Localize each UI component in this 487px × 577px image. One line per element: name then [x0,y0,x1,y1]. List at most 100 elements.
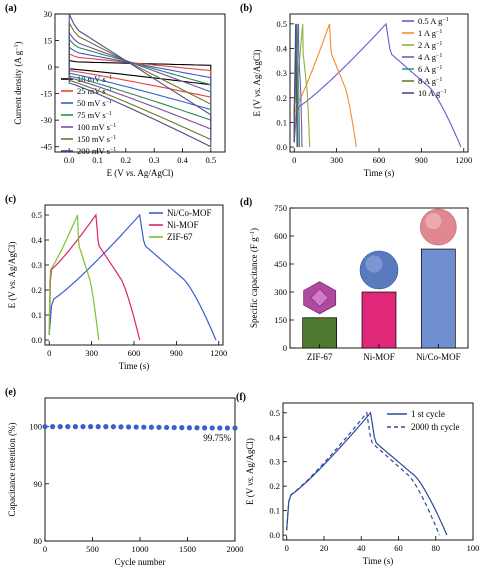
panel-label: (f) [236,392,246,403]
y-tick-label: 15 [44,36,53,46]
y-tick-label: 0.3 [269,457,280,467]
legend-label: 6 A g−1 [418,64,442,74]
y-tick-label: 600 [274,231,287,241]
gcd-curve [48,213,141,341]
y-tick-label: 0.3 [31,260,42,270]
retention-point [110,424,116,430]
x-tick-label: 40 [357,543,366,553]
y-tick-label: 0.2 [276,93,287,103]
y-tick-label: 0 [48,62,52,72]
x-tick-label: 300 [330,155,343,165]
y-tick-label: 0 [283,343,287,353]
x-tick-label: 0 [292,155,296,165]
retention-point [164,424,170,431]
cycle-curve [286,411,448,536]
y-tick-label: 0.0 [269,530,280,540]
panel-b: (b) 0.0 0.1 0.2 0.3 0.4 0.5 0 300 600 900 1200 E (V … [240,3,472,178]
x-tick-label: 900 [415,155,428,165]
legend-label: 75 mV s−1 [77,110,112,120]
y-tick-label: 100 [29,422,42,432]
x-tick-label: 2000 [227,544,244,554]
x-tick-label: 0.5 [206,155,217,165]
x-axis-label: E (V vs. Ag/AgCl) [107,168,174,178]
x-tick-label: 1000 [132,544,149,554]
retention-point [209,425,215,431]
x-tick-label: 80 [431,543,440,553]
x-tick-label: 0.1 [92,155,103,165]
panel-label: (c) [5,194,16,205]
plot-frame [282,402,474,541]
y-axis-label: Current density (A g−1) [13,41,23,124]
retention-point [202,425,208,431]
x-tick-label: 0.4 [177,155,188,165]
x-tick-label: 60 [394,543,403,553]
y-tick-label: 0.0 [31,335,42,345]
y-tick-label: 0.1 [31,310,42,320]
x-tick-label: 300 [85,348,98,358]
y-tick-label: 30 [44,9,53,19]
y-tick-label: 90 [34,479,43,489]
x-tick-label: 100 [467,543,480,553]
y-tick-label: -30 [41,115,52,125]
gcd-curve [48,213,217,341]
x-tick-label: Ni-MOF [363,352,395,362]
plot-frame [44,397,236,542]
x-axis-label: Cycle number [115,557,166,567]
retention-point [72,424,78,430]
retention-point [217,425,223,431]
x-tick-label: 0.2 [121,155,132,165]
panel-label: (a) [5,3,17,14]
retention-point [95,424,101,430]
y-tick-label: 0.2 [269,481,280,491]
y-axis-label: E (V vs. Ag/AgCl) [245,438,255,505]
y-tick-label: -45 [41,142,52,152]
retention-point [171,424,177,431]
particle-highlight [365,255,383,273]
x-tick-label: Ni/Co-MOF [416,352,461,362]
y-axis-label: Specific capacitance (F g−1) [249,228,259,328]
retention-point [224,425,230,431]
panel-label: (b) [240,3,252,14]
x-tick-label: 0 [285,543,289,553]
legend-label: 200 mV s−1 [77,146,116,156]
y-tick-label: 0.4 [31,235,42,245]
y-axis-label: Capacitance retention (%) [7,423,17,517]
panel-a: (a) -45 -30 -15 0 15 30 0.0 0.1 0.2 0.3 0.4 0.5 Curre… [5,3,226,178]
legend-label: Ni-MOF [167,220,199,230]
legend-label: Ni/Co-MOF [167,208,212,218]
y-tick-label: 300 [274,287,287,297]
x-tick-label: 0.3 [149,155,160,165]
y-tick-label: 0.4 [269,432,280,442]
x-tick-label: 0 [47,348,51,358]
x-tick-label: 0.0 [64,155,75,165]
retention-point [186,425,192,431]
retention-point [65,424,71,430]
y-tick-label: 0.5 [269,408,280,418]
retention-point [57,424,63,430]
y-tick-label: 80 [34,536,43,546]
gcd-curve [293,23,357,148]
legend-label: ZIF-67 [167,232,193,242]
legend-label: 50 mV s−1 [77,98,112,108]
bar [361,291,397,349]
retention-point [194,425,200,431]
x-tick-label: 600 [373,155,386,165]
y-tick-label: -15 [41,89,52,99]
retention-point [103,424,109,430]
x-axis-label: Time (s) [363,556,393,566]
particle-highlight [425,212,442,230]
bar [420,248,456,349]
retention-point [133,424,139,430]
gcd-curve [293,23,298,148]
retention-point [126,424,132,430]
retention-point [88,424,94,430]
x-axis-label: Time (s) [364,168,394,178]
x-axis-label: Time (s) [119,361,149,371]
gcd-curve [48,214,100,341]
y-tick-label: 750 [274,203,287,213]
retention-point [80,424,86,430]
y-tick-label: 150 [274,315,287,325]
retention-point [148,424,154,430]
